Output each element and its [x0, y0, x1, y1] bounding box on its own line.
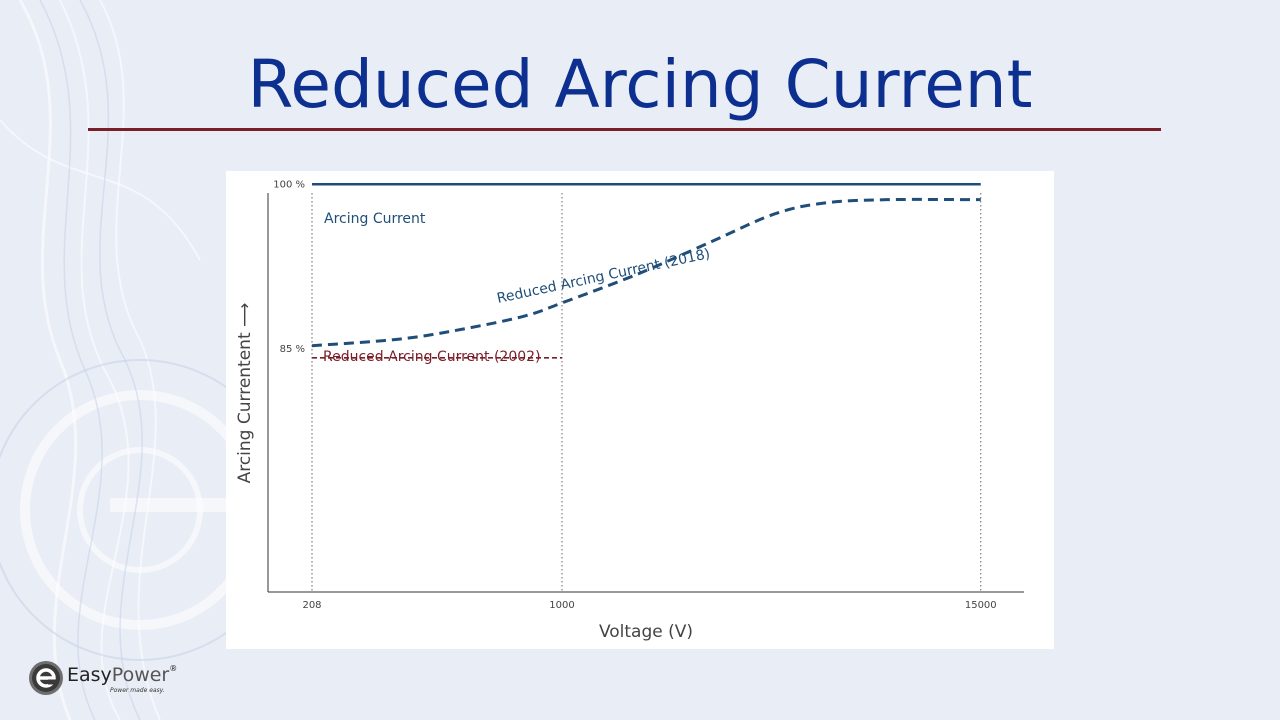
y-tick-85: 85 % [280, 344, 305, 355]
series-lines [311, 183, 981, 359]
logo-name-prefix: Easy [67, 664, 112, 686]
x-axis-title: Voltage (V) [599, 622, 693, 642]
x-tick-labels: 208 1000 15000 [302, 600, 996, 611]
easypower-logo: EasyPower® Power made easy. [28, 658, 198, 702]
x-tick-15000: 15000 [965, 600, 997, 611]
series-label-reduced-2018: Reduced Arcing Current (2018) [496, 246, 712, 307]
y-axis-title: Arcing Currentent ⟶ [235, 303, 255, 484]
title-divider [88, 128, 1161, 131]
series-label-arcing-current: Arcing Current [324, 211, 426, 227]
logo-tagline: Power made easy. [110, 687, 165, 694]
logo-wordmark: EasyPower® [67, 664, 177, 686]
x-gridlines [311, 193, 982, 592]
chart-panel: 100 % 85 % 208 1000 15000 Arcing Current Re… [226, 171, 1054, 649]
x-tick-208: 208 [302, 600, 321, 611]
slide-title: Reduced Arcing Current [247, 46, 1033, 123]
series-line-1 [311, 197, 981, 348]
y-tick-labels: 100 % 85 % [273, 179, 305, 355]
logo-name-suffix: Power [111, 664, 170, 686]
easypower-e-logo-icon [29, 661, 63, 695]
x-tick-1000: 1000 [549, 600, 574, 611]
series-label-reduced-2002: Reduced Arcing Current (2002) [323, 349, 541, 365]
y-tick-100: 100 % [273, 179, 305, 190]
arcing-current-chart: 100 % 85 % 208 1000 15000 Arcing Current Re… [235, 179, 1024, 642]
registered-mark: ® [169, 664, 178, 673]
